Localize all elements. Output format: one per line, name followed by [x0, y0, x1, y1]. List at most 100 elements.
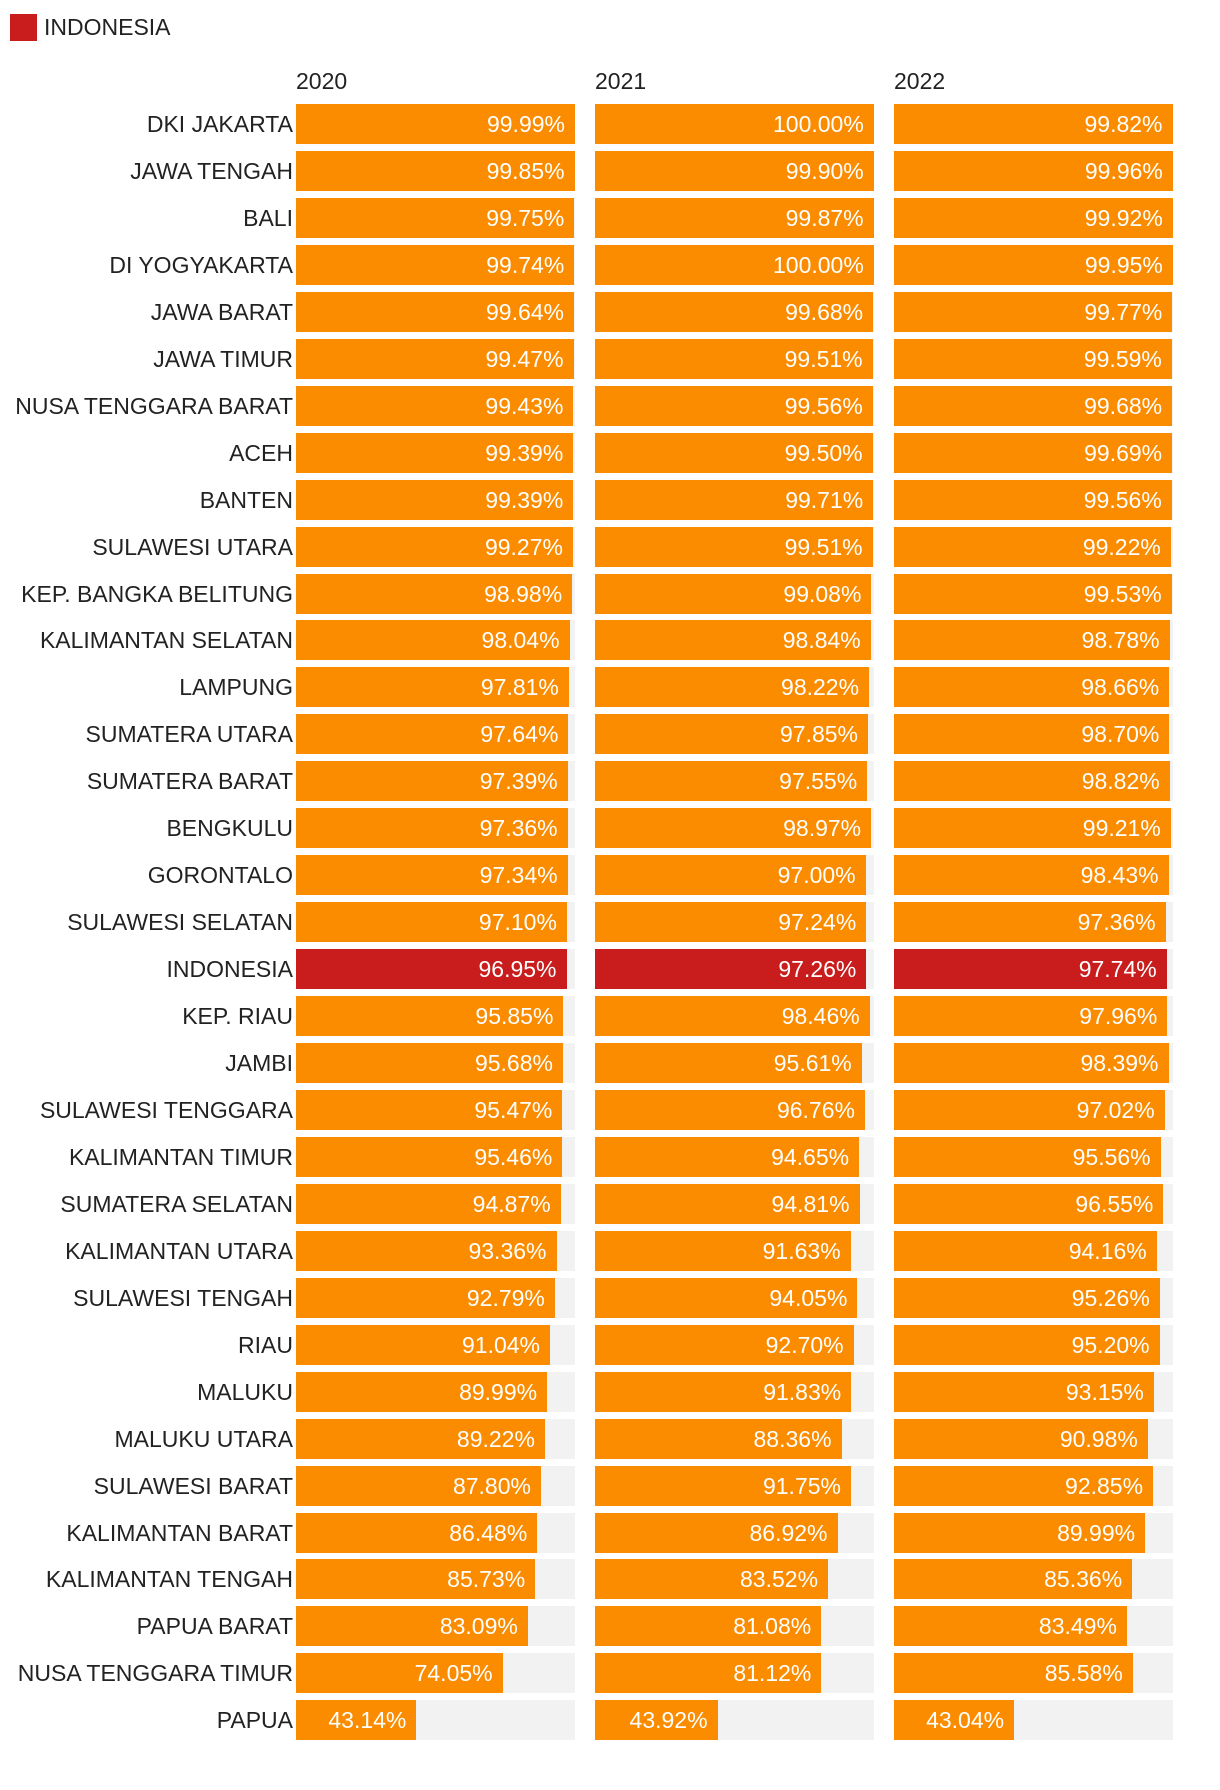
bar [894, 808, 1171, 848]
bar-track: 99.51% [595, 527, 874, 567]
bar [595, 620, 871, 660]
bar-value-label: 95.47% [474, 1097, 553, 1123]
bar-value-label: 99.39% [485, 440, 564, 466]
bar-value-label: 99.99% [486, 111, 565, 137]
bar [894, 1559, 1133, 1599]
bar [894, 1278, 1160, 1318]
bar-value-label: 95.61% [773, 1050, 852, 1076]
bar-track: 83.09% [296, 1606, 575, 1646]
bar [595, 339, 873, 379]
bar-value-label: 99.71% [785, 487, 864, 513]
bar [894, 574, 1172, 614]
bar-value-label: 95.56% [1072, 1144, 1151, 1170]
bar-value-label: 43.14% [328, 1707, 407, 1733]
bar-value-label: 99.85% [486, 158, 565, 184]
bar [894, 1606, 1127, 1646]
bar-track: 91.75% [595, 1466, 874, 1506]
bar-track: 98.22% [595, 667, 874, 707]
bar [296, 808, 568, 848]
bar-track: 97.36% [296, 808, 575, 848]
bar-value-label: 83.09% [439, 1613, 518, 1639]
bar-track: 43.14% [296, 1700, 575, 1740]
bar-track: 98.78% [894, 620, 1173, 660]
bar [296, 855, 568, 895]
bar-track: 95.46% [296, 1137, 575, 1177]
bar [894, 620, 1170, 660]
bar-track: 99.71% [595, 480, 874, 520]
row-label: GORONTALO [147, 862, 293, 888]
bar-value-label: 87.80% [452, 1473, 531, 1499]
bar-value-label: 85.73% [447, 1566, 526, 1592]
bar-track: 99.39% [296, 480, 575, 520]
bar [595, 1559, 828, 1599]
bar-value-label: 99.87% [785, 205, 864, 231]
bar [595, 855, 866, 895]
bar-track: 98.04% [296, 620, 575, 660]
bar [894, 292, 1173, 332]
bar-value-label: 88.36% [753, 1426, 832, 1452]
bar [296, 996, 564, 1036]
bar [296, 620, 570, 660]
bar [595, 480, 874, 520]
bar-track: 94.05% [595, 1278, 874, 1318]
bar-track: 97.64% [296, 714, 575, 754]
row-label: SULAWESI TENGGARA [39, 1097, 293, 1123]
bar-value-label: 97.81% [480, 674, 559, 700]
bar [595, 1184, 860, 1224]
bar-track: 99.39% [296, 433, 575, 473]
bar [296, 1700, 417, 1740]
bar [296, 1137, 563, 1177]
bar [894, 1325, 1160, 1365]
bar-value-label: 99.51% [784, 534, 863, 560]
row-label: SUMATERA SELATAN [60, 1191, 293, 1217]
bar [296, 949, 567, 989]
bar-track: 95.68% [296, 1043, 575, 1083]
bar-track: 74.05% [296, 1653, 575, 1693]
bar [595, 714, 868, 754]
bar-track: 99.08% [595, 574, 874, 614]
bar [296, 1606, 528, 1646]
bar-track: 92.70% [595, 1325, 874, 1365]
bar-value-label: 99.64% [485, 299, 564, 325]
bar-track: 91.04% [296, 1325, 575, 1365]
bar [894, 1419, 1148, 1459]
bar-track: 98.66% [894, 667, 1173, 707]
bar [595, 245, 874, 285]
row-label: MALUKU [197, 1379, 293, 1405]
bar [296, 574, 573, 614]
bar [595, 1372, 852, 1412]
bar-track: 98.97% [595, 808, 874, 848]
bar-value-label: 89.99% [459, 1379, 538, 1405]
bar-value-label: 91.63% [762, 1238, 841, 1264]
bar [296, 667, 569, 707]
bar [894, 433, 1173, 473]
bar-value-label: 98.66% [1081, 674, 1160, 700]
bar-track: 99.99% [296, 104, 575, 144]
bar-track: 96.95% [296, 949, 575, 989]
bar-value-label: 97.55% [779, 768, 858, 794]
bar-value-label: 97.36% [479, 815, 558, 841]
bar [595, 1325, 854, 1365]
bar-track: 99.68% [894, 386, 1173, 426]
bar-track: 99.64% [296, 292, 575, 332]
bar [894, 480, 1172, 520]
bar [595, 433, 873, 473]
bar-value-label: 99.08% [783, 581, 862, 607]
bar-track: 100.00% [595, 104, 874, 144]
bar-value-label: 43.04% [926, 1707, 1005, 1733]
bar-track: 99.56% [894, 480, 1173, 520]
row-label: BANTEN [199, 487, 293, 513]
bar-value-label: 100.00% [773, 111, 864, 137]
bar-value-label: 98.78% [1081, 627, 1160, 653]
column-title-2022: 2022 [894, 68, 946, 94]
row-label: KALIMANTAN BARAT [66, 1520, 293, 1546]
bar-value-label: 92.85% [1065, 1473, 1144, 1499]
bar-value-label: 98.82% [1081, 768, 1160, 794]
bar-value-label: 99.68% [1084, 393, 1163, 419]
bar-track: 97.55% [595, 761, 874, 801]
bar-track: 43.92% [595, 1700, 874, 1740]
row-label: JAWA BARAT [150, 299, 293, 325]
bar-track: 89.99% [296, 1372, 575, 1412]
bar [894, 1700, 1015, 1740]
legend-label: INDONESIA [44, 14, 171, 40]
